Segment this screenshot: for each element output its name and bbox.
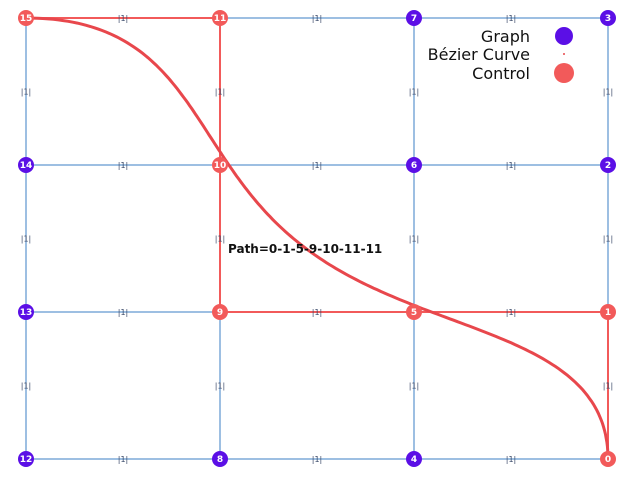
control-node bbox=[600, 451, 616, 467]
legend-graph-marker bbox=[555, 27, 573, 45]
edge-weight-labels: |1| |1| |1| |1| |1| |1| |1| |1| |1| |1| |1| |1| |1| |… bbox=[21, 14, 613, 464]
graph-node bbox=[406, 451, 422, 467]
control-node bbox=[18, 10, 34, 26]
graph-node bbox=[18, 304, 34, 320]
graph-node bbox=[212, 451, 228, 467]
graph-node bbox=[406, 10, 422, 26]
control-node bbox=[212, 10, 228, 26]
edge-weight-label: |1| bbox=[118, 161, 128, 170]
edge-weight-label: |1| bbox=[603, 88, 613, 97]
graph-node bbox=[406, 157, 422, 173]
edge-weight-label: |1| bbox=[118, 308, 128, 317]
bezier-curve bbox=[25, 16, 610, 460]
legend: Graph Bézier Curve Control bbox=[428, 27, 574, 83]
edge-weight-label: |1| bbox=[506, 308, 516, 317]
edge-weight-label: |1| bbox=[603, 235, 613, 244]
edge-weight-label: |1| bbox=[506, 14, 516, 23]
graph-node bbox=[18, 451, 34, 467]
node-label: 3 bbox=[605, 14, 611, 24]
legend-graph-label: Graph bbox=[481, 27, 530, 46]
graph-node bbox=[600, 157, 616, 173]
node-label: 10 bbox=[214, 161, 227, 171]
edge-weight-label: |1| bbox=[409, 382, 419, 391]
edge-weight-label: |1| bbox=[312, 14, 322, 23]
control-node bbox=[212, 157, 228, 173]
node-label: 5 bbox=[411, 308, 417, 318]
control-node bbox=[212, 304, 228, 320]
node-label: 13 bbox=[20, 308, 33, 318]
path-label: Path=0-1-5-9-10-11-11 bbox=[228, 242, 382, 256]
graph-node bbox=[18, 157, 34, 173]
edge-weight-label: |1| bbox=[21, 382, 31, 391]
edge-weight-label: |1| bbox=[312, 161, 322, 170]
edge-weight-label: |1| bbox=[603, 382, 613, 391]
node-label: 6 bbox=[411, 161, 417, 171]
node-label: 1 bbox=[605, 308, 611, 318]
node-label: 11 bbox=[214, 14, 227, 24]
node-label: 14 bbox=[20, 161, 33, 171]
control-node bbox=[406, 304, 422, 320]
edge-weight-label: |1| bbox=[409, 88, 419, 97]
edge-weight-label: |1| bbox=[506, 455, 516, 464]
edge-weight-label: |1| bbox=[506, 161, 516, 170]
edge-weight-label: |1| bbox=[312, 308, 322, 317]
node-label: 12 bbox=[20, 455, 33, 465]
edge-weight-label: |1| bbox=[409, 235, 419, 244]
edge-weight-label: |1| bbox=[118, 455, 128, 464]
legend-curve-label: Bézier Curve bbox=[428, 45, 530, 64]
control-node bbox=[600, 304, 616, 320]
edge-weight-label: |1| bbox=[215, 88, 225, 97]
legend-control-label: Control bbox=[472, 64, 530, 83]
graph-edges bbox=[25, 17, 609, 460]
node-label: 4 bbox=[411, 455, 417, 465]
graph-node bbox=[600, 10, 616, 26]
node-label: 0 bbox=[605, 455, 611, 465]
edge-weight-label: |1| bbox=[118, 14, 128, 23]
edge-weight-label: |1| bbox=[21, 88, 31, 97]
control-polygon bbox=[26, 17, 609, 459]
edge-weight-label: |1| bbox=[312, 455, 322, 464]
legend-curve-marker bbox=[563, 53, 565, 55]
node-label: 7 bbox=[411, 14, 417, 24]
edge-weight-label: |1| bbox=[215, 382, 225, 391]
node-label: 9 bbox=[217, 308, 223, 318]
legend-control-marker bbox=[554, 63, 574, 83]
node-label: 8 bbox=[217, 455, 223, 465]
node-label: 15 bbox=[20, 14, 33, 24]
edge-weight-label: |1| bbox=[215, 235, 225, 244]
edge-weight-label: |1| bbox=[21, 235, 31, 244]
node-label: 2 bbox=[605, 161, 611, 171]
